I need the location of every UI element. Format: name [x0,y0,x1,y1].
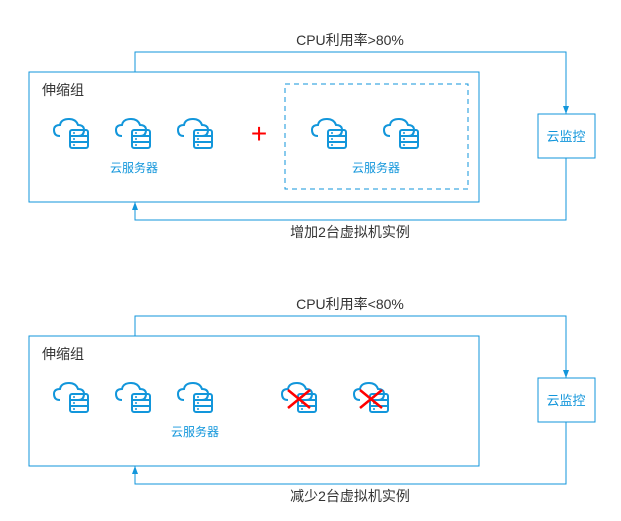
monitor-label: 云监控 [546,393,585,408]
plus-icon: + [251,118,267,149]
server-removed-icon [282,383,316,412]
group-label: 伸缩组 [42,82,84,98]
server-icon [178,119,212,148]
action-label: 减少2台虚拟机实例 [290,488,410,504]
server-removed-icon [354,383,388,412]
scaling-group-box [29,336,479,466]
server-icon [54,383,88,412]
server-icon [54,119,88,148]
condition-label: CPU利用率>80% [296,32,404,48]
server-icon [312,119,346,148]
server-label: 云服务器 [110,160,158,175]
scale-out-diagram: 伸缩组 云服务器 + 云服务器 云监控 CPU利用率>80% 增加2台虚拟机实例 [29,32,595,240]
flow-to-monitor [135,52,566,114]
server-icon [116,119,150,148]
server-icon [116,383,150,412]
monitor-label: 云监控 [546,129,585,144]
server-icon [384,119,418,148]
server-label: 云服务器 [171,424,219,439]
scale-in-diagram: 伸缩组 云服务器 云监控 CPU利用率<80% 减少2台虚拟机实例 [29,296,595,504]
flow-to-monitor [135,316,566,378]
group-label: 伸缩组 [42,346,84,362]
action-label: 增加2台虚拟机实例 [290,224,410,240]
condition-label: CPU利用率<80% [296,296,404,312]
server-label: 云服务器 [352,160,400,175]
server-icon [178,383,212,412]
